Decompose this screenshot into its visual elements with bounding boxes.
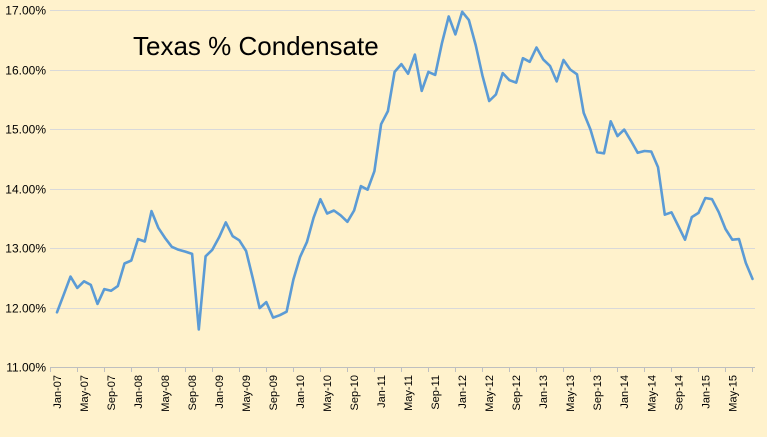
x-tick-label: Sep-07 [106, 375, 118, 410]
y-tick-label: 17.00% [5, 4, 46, 18]
x-tick-label: May-11 [403, 375, 415, 411]
x-tick-label: Sep-14 [673, 375, 685, 410]
y-tick-label: 16.00% [5, 64, 46, 78]
x-tick-label: Jan-13 [538, 375, 550, 409]
chart-title: Texas % Condensate [133, 31, 379, 61]
x-axis-tick-labels: Jan-07 May-07 Sep-07 Jan-08 May-08 Sep-08 Jan-… [52, 375, 739, 412]
x-tick-label: Jan-09 [214, 375, 226, 409]
x-tick-label: Jan-12 [457, 375, 469, 409]
y-tick-label: 12.00% [5, 302, 46, 316]
y-tick-label: 13.00% [5, 242, 46, 256]
x-tick-label: May-12 [484, 375, 496, 412]
x-tick-label: Sep-13 [592, 375, 604, 410]
x-tick-label: Jan-11 [376, 375, 388, 408]
y-tick-label: 15.00% [5, 123, 46, 137]
x-tick-label: May-13 [565, 375, 577, 412]
x-tick-label: Jan-15 [700, 375, 712, 409]
x-tick-label: May-09 [241, 375, 253, 412]
y-tick-label: 14.00% [5, 183, 46, 197]
x-tick-label: Jan-10 [295, 375, 307, 409]
x-tick-label: Sep-10 [349, 375, 361, 410]
x-tick-label: Jan-08 [133, 375, 145, 409]
x-tick-label: May-14 [646, 375, 658, 412]
x-tick-label: Jan-14 [619, 375, 631, 409]
y-tick-label: 11.00% [6, 361, 46, 375]
x-tick-label: May-08 [160, 375, 172, 412]
x-tick-label: May-15 [727, 375, 739, 412]
x-tick-label: Jan-07 [52, 375, 64, 409]
x-tick-label: May-07 [79, 375, 91, 412]
x-tick-label: Sep-11 [430, 375, 442, 410]
x-tick-label: May-10 [322, 375, 334, 412]
x-tick-label: Sep-09 [268, 375, 280, 410]
x-tick-label: Sep-12 [511, 375, 523, 410]
x-tick-label: Sep-08 [187, 375, 199, 410]
y-axis-tick-labels: 11.00% 12.00% 13.00% 14.00% 15.00% 16.00% 17.0… [5, 4, 46, 375]
axes [50, 367, 755, 372]
